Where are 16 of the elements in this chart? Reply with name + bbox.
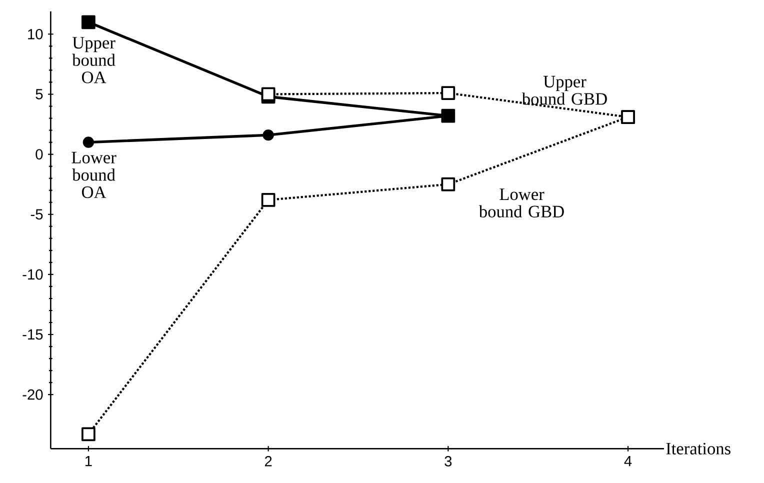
x-tick-label: 1: [85, 456, 92, 466]
y-tick-label: 5: [36, 89, 43, 100]
series-label: Lower bound GBD: [478, 188, 564, 218]
y-tick-label: -20: [22, 390, 43, 400]
series-label: Lower bound OA: [72, 152, 116, 198]
y-tick-label: 10: [28, 29, 43, 40]
x-tick-label: 4: [624, 456, 632, 466]
y-tick-label: 0: [36, 149, 43, 160]
x-tick-label: 2: [264, 456, 272, 466]
y-tick-label: -15: [22, 330, 43, 340]
series-label: Upper bound GBD: [522, 76, 607, 105]
series-label: Upper bound OA: [72, 37, 116, 84]
x-axis-title: Iterations: [666, 443, 730, 455]
y-tick-label: -5: [30, 209, 43, 220]
y-tick-label: -10: [22, 269, 43, 280]
x-tick-label: 3: [444, 456, 452, 467]
